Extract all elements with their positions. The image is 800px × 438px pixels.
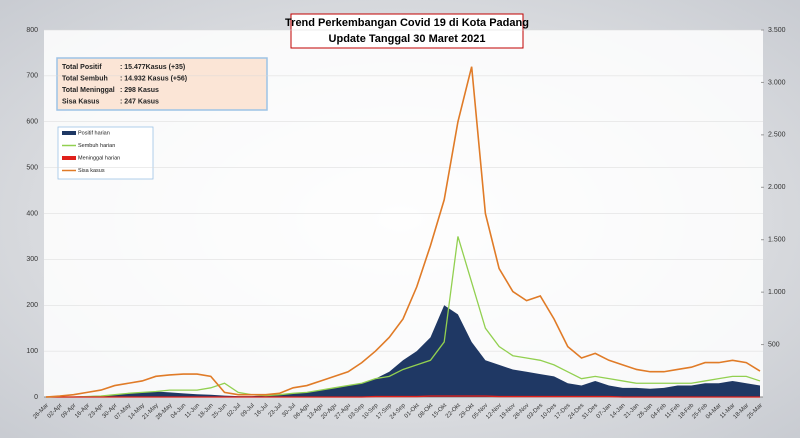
y2-tick-label: 1.000 bbox=[768, 289, 786, 296]
y2-tick-label: 3.500 bbox=[768, 27, 786, 34]
info-box bbox=[56, 57, 268, 111]
info-value: : 298 Kasus bbox=[120, 87, 159, 94]
y2-tick-label: 2.000 bbox=[768, 184, 786, 191]
legend-swatch bbox=[62, 131, 76, 135]
info-label: Sisa Kasus bbox=[62, 98, 99, 105]
chart-subtitle: Update Tanggal 30 Maret 2021 bbox=[329, 33, 486, 45]
line-series bbox=[46, 395, 760, 398]
info-label: Total Sembuh bbox=[62, 75, 108, 82]
y-tick-label: 100 bbox=[26, 348, 38, 355]
info-value: : 247 Kasus bbox=[120, 98, 159, 105]
legend-swatch bbox=[62, 156, 76, 160]
line-series bbox=[46, 236, 761, 398]
area-series bbox=[46, 305, 760, 397]
y2-tick-label: 3.000 bbox=[768, 79, 786, 86]
y2-tick-label: 500 bbox=[768, 341, 780, 348]
y-tick-label: 500 bbox=[26, 164, 38, 171]
y2-tick-label: 2.500 bbox=[768, 132, 786, 139]
y2-tick-label: 1.500 bbox=[768, 237, 786, 244]
legend-label: Meninggal harian bbox=[78, 155, 120, 161]
info-value: : 14.932 Kasus (+56) bbox=[120, 75, 187, 82]
y-tick-label: 700 bbox=[26, 73, 38, 80]
info-label: Total Meninggal bbox=[62, 87, 115, 94]
info-value: : 15.477Kasus (+35) bbox=[120, 64, 185, 71]
y-tick-label: 400 bbox=[26, 210, 38, 217]
info-label: Total Positif bbox=[62, 64, 102, 71]
line-series bbox=[45, 66, 761, 398]
legend-label: Sisa kasus bbox=[78, 168, 105, 174]
y-tick-label: 200 bbox=[26, 302, 38, 309]
legend-label: Positif harian bbox=[78, 130, 110, 136]
y-tick-label: 800 bbox=[26, 27, 38, 34]
y-tick-label: 600 bbox=[26, 119, 38, 126]
legend-label: Sembuh harian bbox=[78, 143, 115, 149]
y-tick-label: 300 bbox=[26, 256, 38, 263]
y-tick-label: 0 bbox=[34, 394, 38, 401]
chart-title: Trend Perkembangan Covid 19 di Kota Pada… bbox=[285, 17, 529, 29]
title-box bbox=[290, 13, 524, 49]
